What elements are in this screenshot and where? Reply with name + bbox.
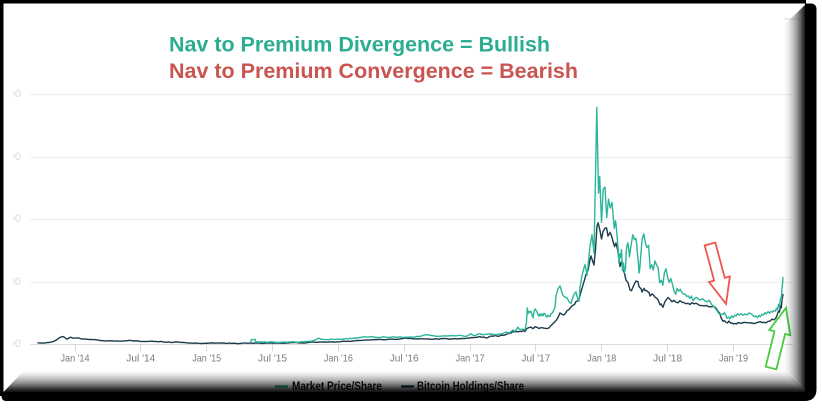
svg-text:Jan '18: Jan '18 [587, 353, 616, 365]
svg-text:Jan '17: Jan '17 [456, 353, 485, 365]
svg-text:Jan '14: Jan '14 [61, 353, 90, 365]
svg-text:,000: ,000 [0, 88, 21, 100]
svg-text:Jul '17: Jul '17 [521, 353, 550, 365]
svg-text:Jul '18: Jul '18 [653, 353, 682, 365]
svg-text:,000: ,000 [0, 338, 21, 350]
svg-text:Jan '19: Jan '19 [719, 353, 748, 365]
svg-text:,000: ,000 [0, 213, 21, 225]
svg-text:Jul '16: Jul '16 [390, 353, 419, 365]
svg-text:Jul '14: Jul '14 [126, 353, 155, 365]
svg-text:Nav to Premium Convergence = B: Nav to Premium Convergence = Bearish [169, 60, 578, 83]
svg-text:Jan '15: Jan '15 [192, 353, 221, 365]
svg-text:Jul '15: Jul '15 [258, 353, 287, 365]
svg-text:,000: ,000 [0, 276, 21, 288]
svg-text:Nav to Premium Divergence = Bu: Nav to Premium Divergence = Bullish [169, 34, 550, 57]
svg-text:Jan '16: Jan '16 [324, 353, 353, 365]
svg-text:,000: ,000 [0, 151, 21, 163]
